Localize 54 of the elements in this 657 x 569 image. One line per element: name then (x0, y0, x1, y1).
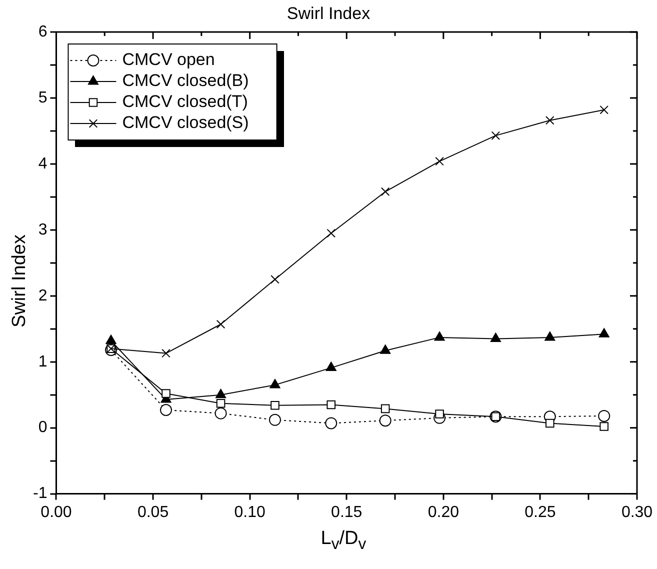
point (325, 417, 338, 430)
legend-label: CMCV closed(B) (122, 71, 249, 90)
point (545, 418, 554, 428)
y-tick-label: 5 (38, 89, 48, 106)
x-tick-label: 0.15 (331, 504, 362, 521)
x-tick-label: 0.05 (137, 504, 169, 521)
point (216, 399, 226, 408)
point (491, 131, 500, 140)
point (270, 378, 280, 388)
point (600, 105, 608, 114)
x-tick-label: 0.00 (40, 504, 72, 521)
point (490, 332, 501, 342)
point (435, 410, 444, 418)
point (379, 414, 392, 427)
chart-title: Swirl Index (286, 4, 372, 24)
x-tick-label: 0.10 (234, 504, 266, 521)
legend-label: CMCV closed(T) (122, 92, 248, 112)
point (435, 156, 444, 166)
point (600, 422, 608, 431)
legend-label: CMCV open (122, 50, 215, 70)
x-axis-title: L$_{v}$/D$_{v}$ (320, 528, 368, 554)
point (380, 404, 390, 414)
point (598, 410, 610, 422)
point (270, 275, 280, 284)
point (106, 334, 116, 344)
x-tick-label: 0.20 (428, 504, 460, 521)
point (326, 228, 336, 238)
legend-label: CMCV closed(S) (122, 113, 249, 132)
x-tick-label: 0.30 (621, 504, 653, 521)
point (326, 362, 336, 372)
y-axis-title: Swirl Index (9, 234, 31, 330)
y-tick-label: 0 (38, 419, 48, 436)
point (216, 320, 226, 329)
point (598, 328, 610, 338)
point (162, 348, 170, 358)
y-tick-label: 3 (38, 221, 48, 238)
y-tick-label: 2 (38, 287, 48, 304)
y-tick-label: 6 (38, 23, 48, 40)
point (216, 388, 226, 398)
y-tick-label: 4 (38, 155, 48, 172)
point (214, 407, 227, 420)
point (545, 116, 554, 125)
point (544, 331, 556, 341)
point (268, 414, 281, 426)
point (434, 331, 445, 341)
point (162, 389, 170, 398)
x-tick-label: 0.25 (524, 504, 556, 521)
y-tick-label: -1 (32, 485, 48, 502)
point (380, 187, 390, 196)
point (160, 404, 172, 416)
y-tick-label: 1 (38, 353, 48, 370)
point (380, 344, 391, 354)
point (270, 401, 280, 410)
point (326, 400, 336, 410)
